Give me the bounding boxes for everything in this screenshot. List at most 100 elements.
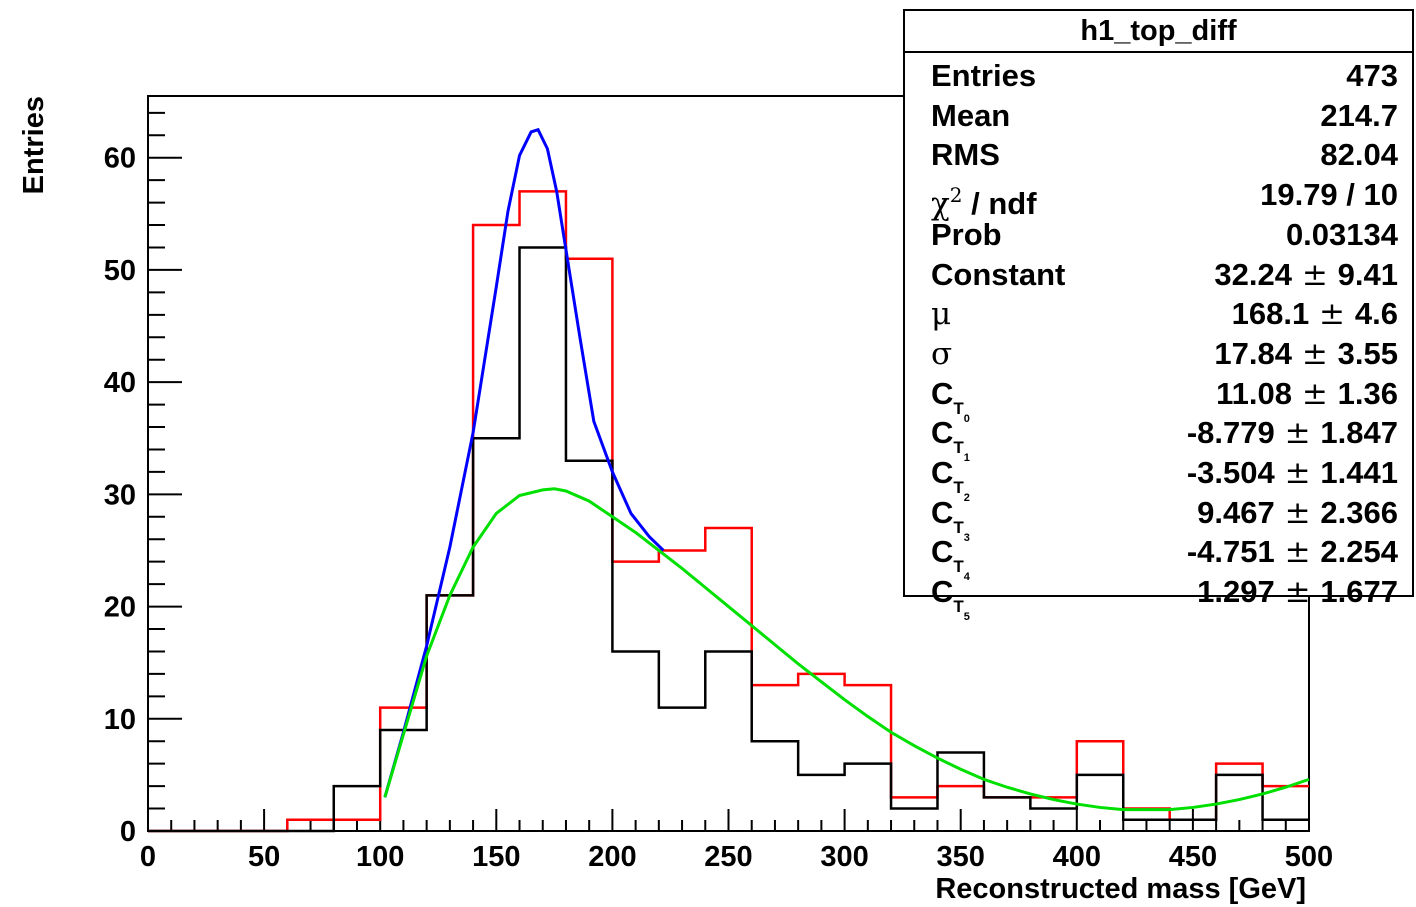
label-part: 4 [963,571,970,584]
label-part: 9.41 [1337,256,1398,292]
stats-row-value: -4.751 ± 2.254 [1187,534,1398,571]
stats-row-label: CT3 [931,494,970,544]
stats-row-value: 214.7 [1320,97,1398,133]
label-part: 3 [963,531,970,544]
x-axis-label: Reconstructed mass [GeV] [935,873,1306,905]
plus-minus-symbol: ± [1274,574,1321,611]
label-part: C [931,415,954,451]
label-part: T [953,398,964,418]
x-tick-label: 400 [1053,841,1101,873]
x-tick-label: 350 [937,841,985,873]
label-part: 1 [963,452,970,465]
y-tick-label: 50 [104,255,136,287]
stats-row-label: Entries [931,59,1036,93]
label-part: 1.677 [1320,574,1398,610]
label-part: Entries [931,58,1037,93]
stats-row-value: 168.1 ± 4.6 [1232,296,1398,332]
fit-curve-1 [383,487,1310,812]
fit-curve-0 [383,127,665,798]
label-part: -3.504 [1186,455,1275,490]
label-part: 82.04 [1320,137,1398,173]
label-part: 214.7 [1320,97,1398,133]
label-sup: 2 [949,183,963,208]
label-part: 2 [963,492,970,504]
label-part: σ [931,335,953,372]
stats-row-label: RMS [931,138,1000,172]
y-tick-label: 40 [104,367,136,399]
label-part: Constant [931,256,1066,292]
label-part: T [953,478,964,497]
label-part: C [931,455,954,490]
plus-minus-symbol: ± [1291,375,1338,412]
y-tick-label: 10 [104,704,136,736]
x-tick-label: 0 [140,841,156,873]
label-part: 1.441 [1320,455,1398,490]
label-part: 1.297 [1197,574,1275,610]
stats-row-label: σ [931,337,952,371]
label-part: T [953,597,964,617]
stats-row-value: 9.467 ± 2.366 [1197,494,1398,531]
y-tick-label: 0 [120,816,136,848]
plus-minus-symbol: ± [1274,494,1321,531]
x-tick-label: 450 [1169,841,1217,873]
stats-row-value: 32.24 ± 9.41 [1214,256,1398,292]
stats-row: CT3 9.467 ± 2.366 [905,494,1412,544]
label-part: C [931,534,954,570]
stats-row-label: Mean [931,97,1011,133]
label-part: 32.24 [1214,256,1292,292]
stats-row-label: μ [931,297,951,331]
plus-minus-symbol: ± [1274,534,1321,571]
label-part: χ [931,186,950,223]
stats-row: CT1 -8.779 ± 1.847 [905,415,1412,465]
x-tick-label: 200 [588,841,636,873]
label-part: 11.08 [1216,375,1292,411]
label-part: 473 [1346,58,1398,93]
plus-minus-symbol: ± [1274,455,1321,491]
stats-row-value: -8.779 ± 1.847 [1186,415,1398,452]
stats-row-value: 0.03134 [1285,216,1398,252]
label-part: T [953,557,964,577]
stats-row: Entries 473 [905,59,1412,99]
stats-row-value: -3.504 ± 1.441 [1186,455,1398,491]
stats-title: h1_top_diff [905,11,1412,53]
stats-row-value: 19.79 / 10 [1260,178,1398,212]
stats-row-label: Prob [931,216,1002,252]
label-part: C [931,494,954,530]
stats-row-value: 82.04 [1320,138,1398,172]
label-part: RMS [931,137,1000,173]
label-part: 3.55 [1337,335,1398,371]
stats-row-value: 17.84 ± 3.55 [1214,335,1398,372]
label-part: Mean [931,97,1011,133]
stats-row-value: 473 [1346,59,1398,93]
label-part: μ [931,296,952,333]
stats-row: χ2 / ndf 19.79 / 10 [905,178,1412,222]
x-tick-label: 250 [704,841,752,873]
x-tick-label: 150 [472,841,520,873]
stats-row: CT4 -4.751 ± 2.254 [905,534,1412,584]
stats-row-label: CT2 [931,455,970,505]
plus-minus-symbol: ± [1291,335,1338,372]
label-part: C [931,574,954,610]
stats-row-label: CT0 [931,376,970,425]
stats-row: CT0 11.08 ± 1.36 [905,375,1412,425]
label-part: 2.366 [1320,494,1398,530]
label-part: 1.847 [1320,415,1398,451]
label-part: 5 [963,611,970,624]
x-tick-label: 500 [1285,841,1333,873]
stats-box: h1_top_diff Entries 473 Mean 214.7 RMS 82.04 χ… [903,9,1414,623]
stats-row: μ 168.1 ± 4.6 [905,297,1412,337]
y-axis-label: Entries [18,96,50,194]
stats-row: RMS 82.04 [905,138,1412,178]
stats-row: Mean 214.7 [905,97,1412,139]
label-part: 0.03134 [1285,216,1398,252]
plus-minus-symbol: ± [1274,415,1321,452]
stats-row-label: χ2 / ndf [931,178,1037,221]
stats-row: CT5 1.297 ± 1.677 [905,574,1412,624]
stats-row: Prob 0.03134 [905,216,1412,258]
label-part: 17.84 [1214,335,1292,371]
label-part: 9.467 [1197,494,1275,530]
label-part: 4.6 [1354,296,1398,332]
label-part: Prob [931,216,1002,252]
label-part: -8.779 [1186,415,1275,451]
